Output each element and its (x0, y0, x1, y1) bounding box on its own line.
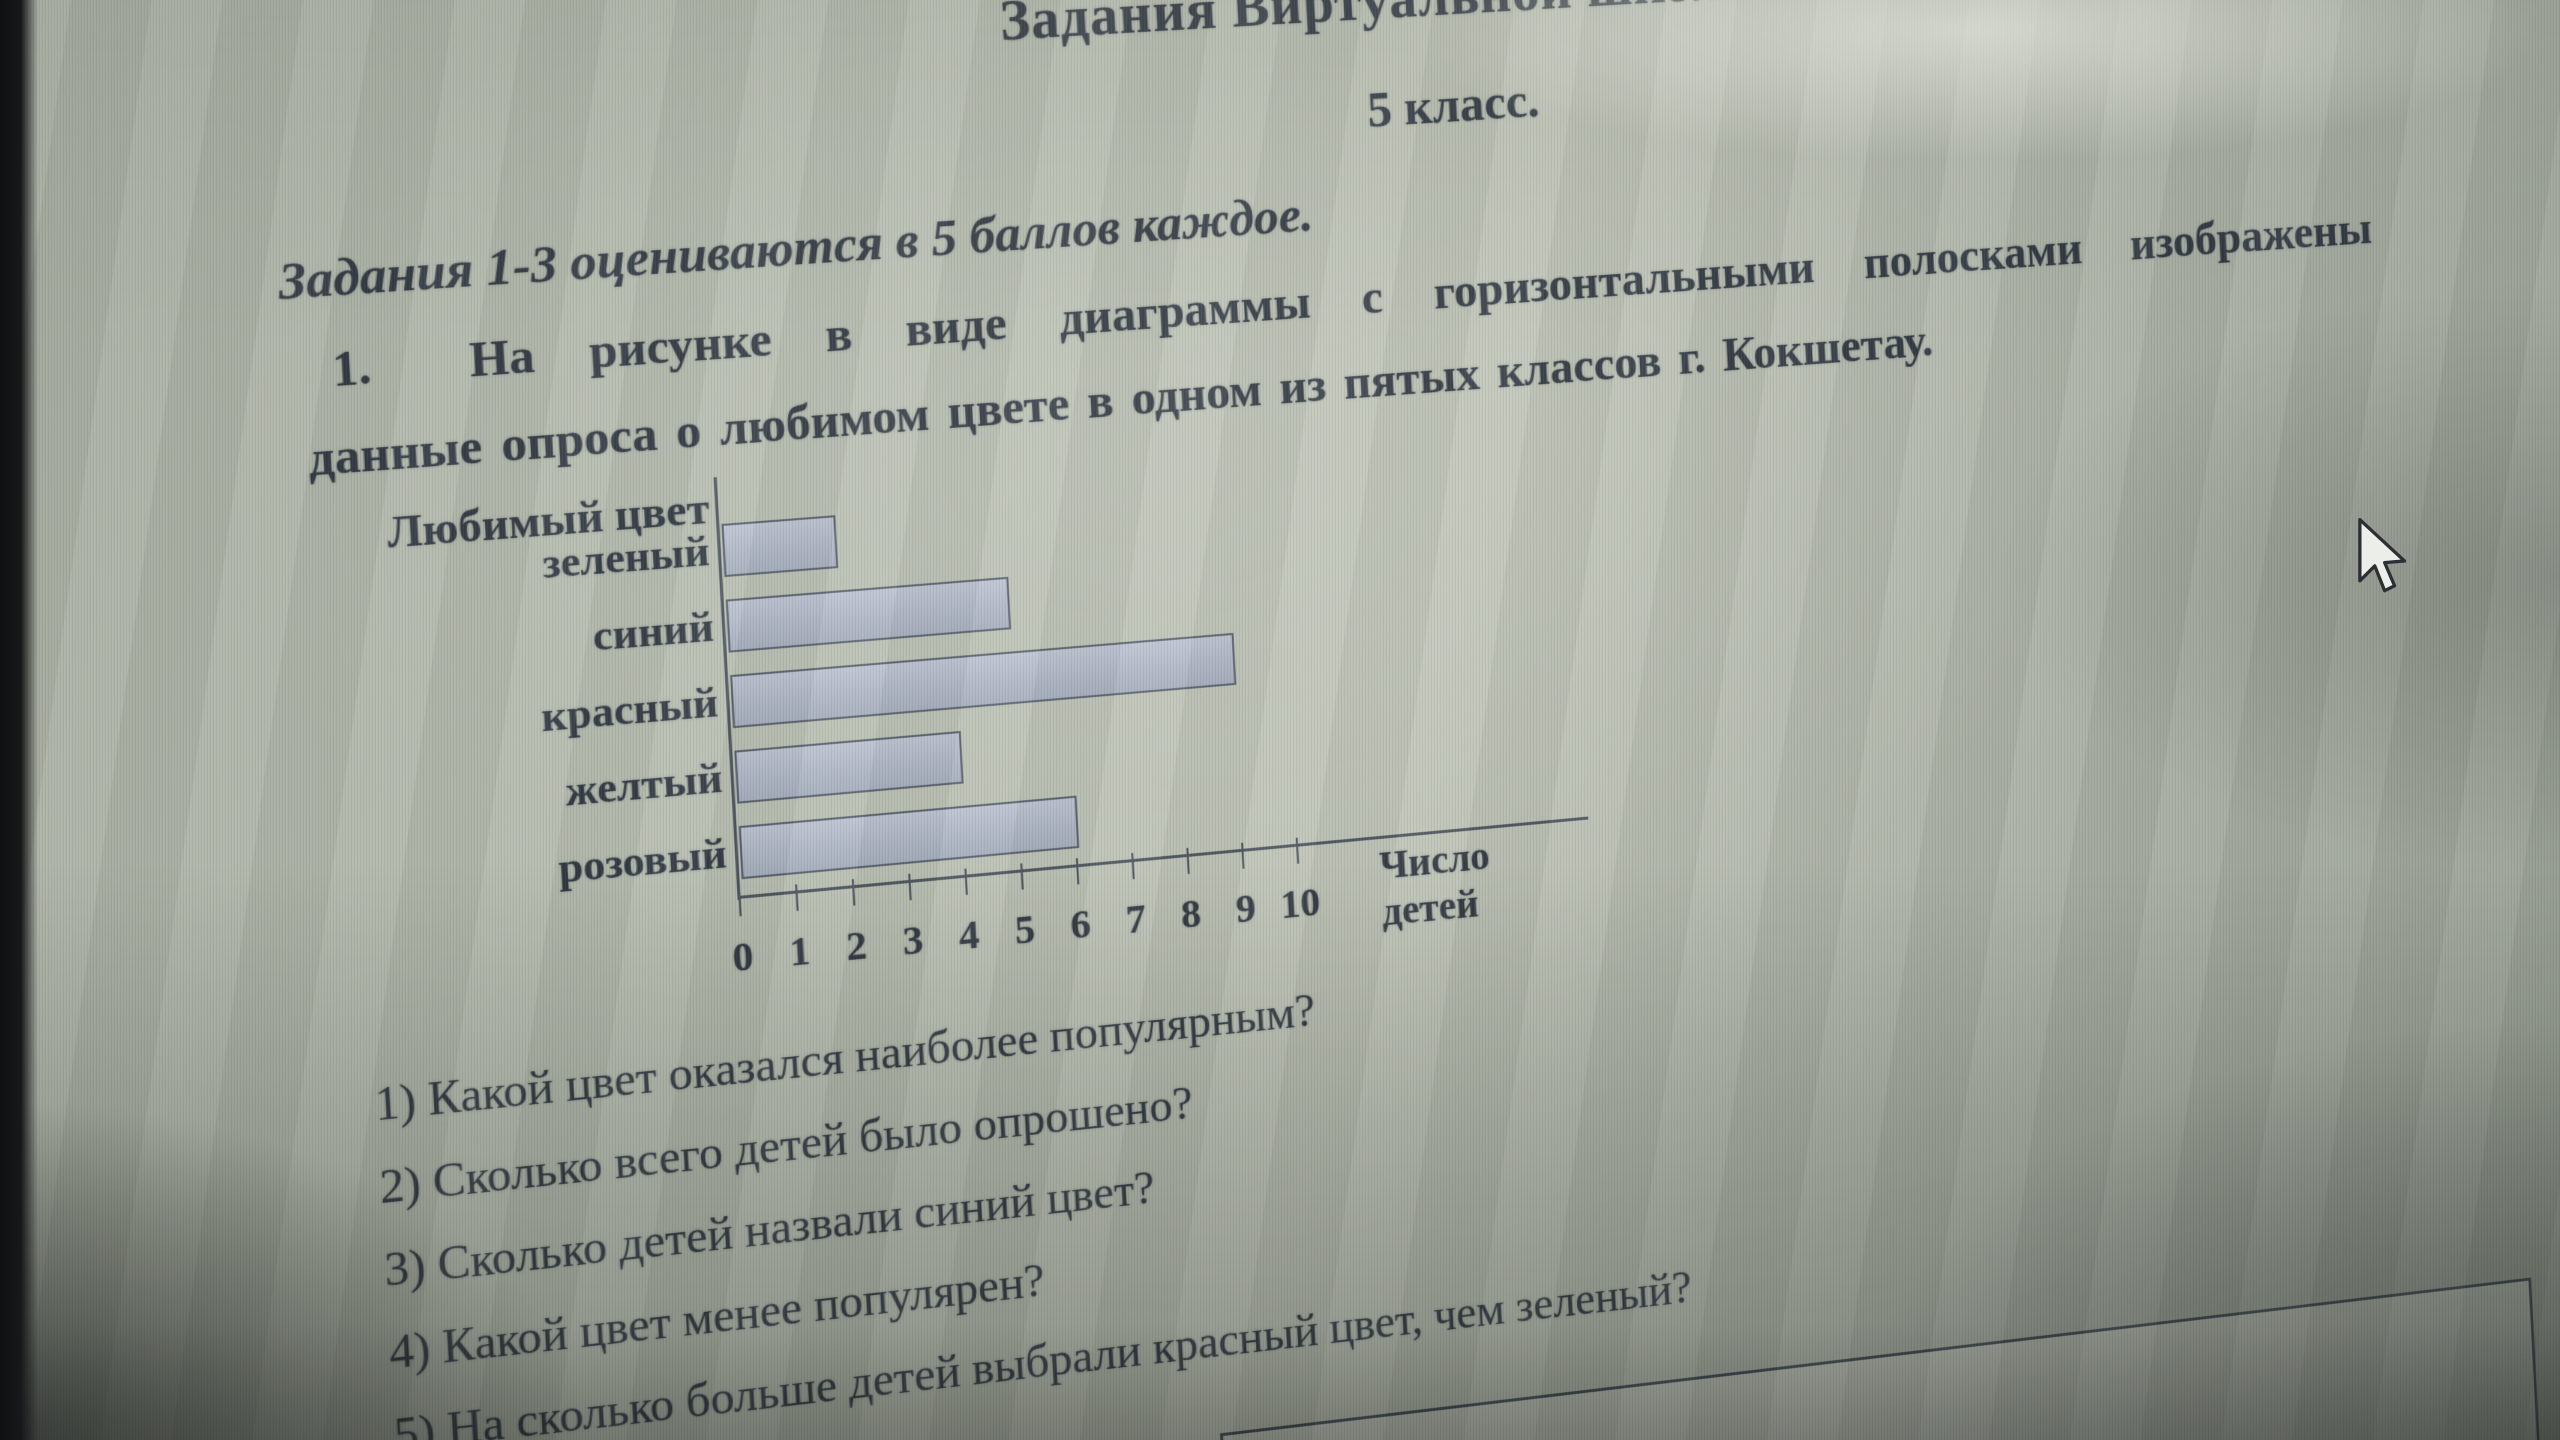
x-tick-mark-5 (1020, 863, 1024, 890)
mouse-pointer-icon (2358, 518, 2407, 593)
x-tick-label-6: 6 (1069, 900, 1092, 948)
grade-line: 5 класс. (1365, 71, 1541, 138)
x-tick-label-3: 3 (901, 916, 925, 964)
bar-розовый (738, 795, 1080, 880)
x-tick-mark-7 (1131, 852, 1135, 880)
bar-label-розовый: розовый (557, 830, 728, 893)
x-tick-mark-6 (1075, 858, 1080, 885)
x-tick-label-4: 4 (957, 911, 981, 959)
x-tick-label-5: 5 (1013, 905, 1037, 954)
x-tick-mark-0 (738, 889, 742, 917)
bar-зеленый (721, 515, 839, 578)
bar-синий (725, 576, 1012, 653)
header-line: Задания Виртуальной школы (998, 0, 1767, 54)
x-tick-label-2: 2 (844, 921, 869, 970)
bar-label-красный: красный (540, 679, 720, 742)
bar-label-синий: синий (591, 603, 716, 661)
x-tick-mark-9 (1241, 842, 1245, 869)
x-tick-label-8: 8 (1179, 890, 1203, 937)
x-tick-mark-10 (1295, 837, 1300, 864)
questions: 1) Какой цвет оказался наиболее популярн… (373, 935, 1694, 1440)
x-tick-mark-3 (908, 873, 912, 901)
x-tick-label-7: 7 (1124, 895, 1148, 943)
x-tick-label-10: 10 (1279, 878, 1322, 928)
task-number: 1. (330, 339, 373, 398)
x-tick-mark-8 (1186, 847, 1190, 875)
x-tick-mark-4 (964, 868, 968, 895)
x-axis-title: Число детей (1378, 832, 1491, 935)
x-tick-label-0: 0 (731, 932, 755, 981)
x-tick-mark-1 (795, 884, 799, 911)
screen-edge-shadow (0, 0, 38, 1440)
bar-желтый (734, 730, 964, 804)
x-tick-label-1: 1 (788, 927, 812, 975)
x-tick-mark-2 (851, 878, 856, 906)
bar-label-желтый: желтый (564, 754, 724, 816)
bar-красный (730, 632, 1237, 729)
x-tick-label-9: 9 (1234, 884, 1257, 932)
